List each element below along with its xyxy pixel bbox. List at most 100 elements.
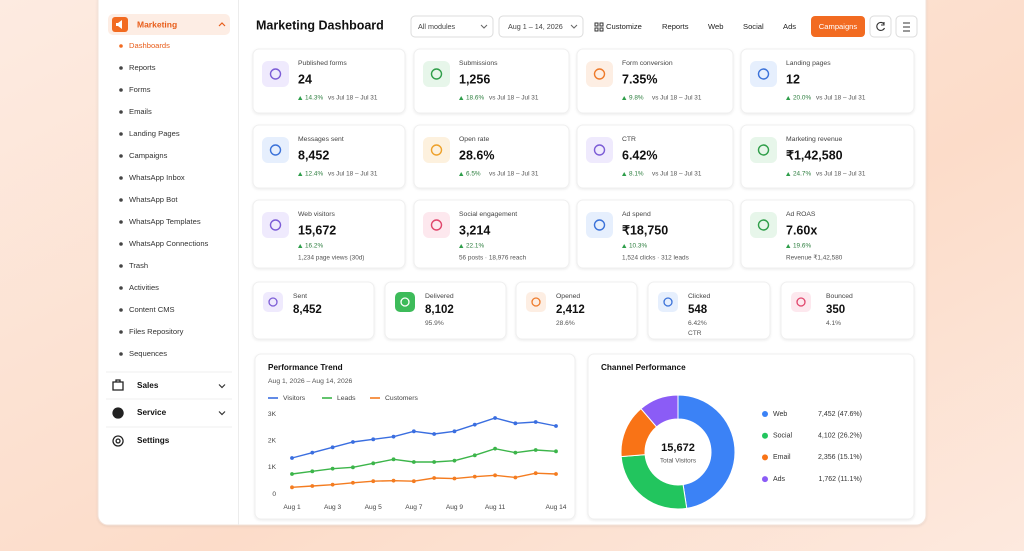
header-action[interactable]: Ads bbox=[783, 22, 796, 31]
header-action[interactable]: Social bbox=[743, 22, 764, 31]
chart-title: Performance Trend bbox=[268, 363, 343, 372]
nav-bullet bbox=[119, 176, 123, 180]
series-point bbox=[411, 460, 416, 464]
nav-bullet bbox=[119, 66, 123, 70]
nav-bullet bbox=[119, 352, 123, 356]
series-point bbox=[554, 449, 558, 454]
nav-group-label[interactable]: Service bbox=[137, 408, 167, 417]
kpi-label: Open rate bbox=[459, 136, 489, 143]
funnel-sub: CTR bbox=[688, 330, 702, 337]
kpi-card bbox=[576, 199, 734, 269]
kpi-icon bbox=[757, 144, 770, 156]
nav-group-active[interactable] bbox=[108, 14, 230, 35]
series-point bbox=[391, 434, 396, 439]
kpi-value: 7.35% bbox=[622, 72, 657, 86]
legend-value: 1,762 (11.1%) bbox=[819, 476, 862, 483]
funnel-icon bbox=[663, 297, 673, 307]
series-line bbox=[291, 417, 557, 459]
legend-dot bbox=[762, 454, 768, 461]
nav-group-label[interactable]: Sales bbox=[137, 381, 159, 390]
series-point bbox=[533, 471, 538, 476]
kpi-label: Messages sent bbox=[298, 136, 344, 143]
y-tick-label: 1K bbox=[268, 464, 277, 471]
kpi-value: 1,256 bbox=[459, 72, 490, 86]
nav-item[interactable]: WhatsApp Inbox bbox=[129, 173, 185, 182]
header-action[interactable]: Web bbox=[708, 22, 723, 31]
series-point bbox=[330, 482, 335, 487]
nav-bullet bbox=[119, 198, 123, 202]
series-point bbox=[432, 460, 437, 464]
kpi-label: Web visitors bbox=[298, 211, 335, 218]
kpi-compare: vs Jul 18 – Jul 31 bbox=[489, 171, 539, 178]
icon-button[interactable] bbox=[869, 15, 892, 38]
dropdown[interactable] bbox=[498, 15, 584, 38]
nav-item[interactable]: Dashboards bbox=[129, 41, 170, 50]
donut-center-label: Total Visitors bbox=[660, 458, 696, 465]
funnel-card bbox=[252, 281, 375, 340]
series-point bbox=[472, 453, 477, 458]
trend-up-icon bbox=[786, 172, 791, 176]
kpi-change: 16.2% bbox=[305, 243, 323, 250]
kpi-icon bbox=[269, 68, 282, 80]
nav-item[interactable]: WhatsApp Templates bbox=[129, 217, 201, 226]
trend-up-icon bbox=[298, 244, 303, 248]
nav-bullet bbox=[119, 242, 123, 246]
series-point bbox=[310, 450, 315, 455]
page-title: Marketing Dashboard bbox=[256, 18, 384, 32]
funnel-label: Bounced bbox=[826, 293, 853, 300]
kpi-change: 8.1% bbox=[629, 171, 644, 178]
nav-item[interactable]: WhatsApp Bot bbox=[129, 195, 178, 204]
kpi-value: ₹1,42,580 bbox=[786, 148, 843, 162]
nav-item[interactable]: Campaigns bbox=[129, 151, 168, 160]
kpi-compare: vs Jul 18 – Jul 31 bbox=[328, 95, 378, 102]
nav-item[interactable]: Sequences bbox=[129, 349, 167, 358]
grid-icon bbox=[594, 22, 604, 32]
kpi-icon-box bbox=[262, 137, 289, 163]
funnel-icon bbox=[531, 297, 541, 307]
kpi-change: 19.6% bbox=[793, 243, 811, 250]
series-point bbox=[310, 469, 315, 474]
header-action[interactable]: Reports bbox=[662, 22, 689, 31]
dropdown[interactable] bbox=[410, 15, 494, 38]
dropdown-label: Aug 1 – 14, 2026 bbox=[508, 22, 563, 31]
kpi-change: 18.6% bbox=[466, 95, 484, 102]
kpi-card bbox=[576, 124, 734, 189]
nav-item[interactable]: Forms bbox=[129, 85, 151, 94]
nav-item[interactable]: Content CMS bbox=[129, 305, 175, 314]
kpi-label: Social engagement bbox=[459, 211, 517, 218]
funnel-icon-box bbox=[395, 292, 415, 312]
nav-item[interactable]: WhatsApp Connections bbox=[129, 239, 209, 248]
nav-group-icon bbox=[112, 379, 124, 391]
kpi-change: 9.8% bbox=[629, 95, 644, 102]
primary-button[interactable] bbox=[811, 16, 865, 37]
chevron-down bbox=[218, 411, 226, 416]
kpi-label: Ad spend bbox=[622, 211, 651, 218]
nav-bullet bbox=[119, 132, 123, 136]
series-line bbox=[291, 447, 557, 475]
nav-item[interactable]: Emails bbox=[129, 107, 152, 116]
nav-item[interactable]: Landing Pages bbox=[129, 129, 180, 138]
funnel-sub: 28.6% bbox=[556, 320, 575, 327]
nav-item[interactable]: Trash bbox=[129, 261, 148, 270]
funnel-card bbox=[647, 281, 771, 340]
kpi-compare: vs Jul 18 – Jul 31 bbox=[652, 95, 702, 102]
refresh-icon bbox=[876, 21, 886, 31]
series-point bbox=[411, 429, 416, 434]
kpi-icon-box bbox=[262, 212, 289, 238]
header-action[interactable]: Customize bbox=[606, 22, 642, 31]
series-point bbox=[351, 480, 355, 485]
funnel-sub: 4.1% bbox=[826, 320, 841, 327]
x-tick-label: Aug 7 bbox=[405, 504, 423, 511]
series-point bbox=[290, 485, 294, 490]
nav-item[interactable]: Activities bbox=[129, 283, 159, 292]
nav-item[interactable]: Reports bbox=[129, 63, 156, 72]
kpi-compare: vs Jul 18 – Jul 31 bbox=[489, 95, 539, 102]
legend-label: Leads bbox=[337, 395, 356, 402]
nav-group-label[interactable]: Settings bbox=[137, 436, 170, 445]
nav-item[interactable]: Files Repository bbox=[129, 327, 184, 336]
funnel-icon-box bbox=[263, 292, 283, 312]
series-point bbox=[371, 437, 376, 442]
funnel-icon bbox=[268, 297, 278, 307]
kpi-icon bbox=[757, 219, 770, 231]
kpi-value: 8,452 bbox=[298, 148, 329, 162]
